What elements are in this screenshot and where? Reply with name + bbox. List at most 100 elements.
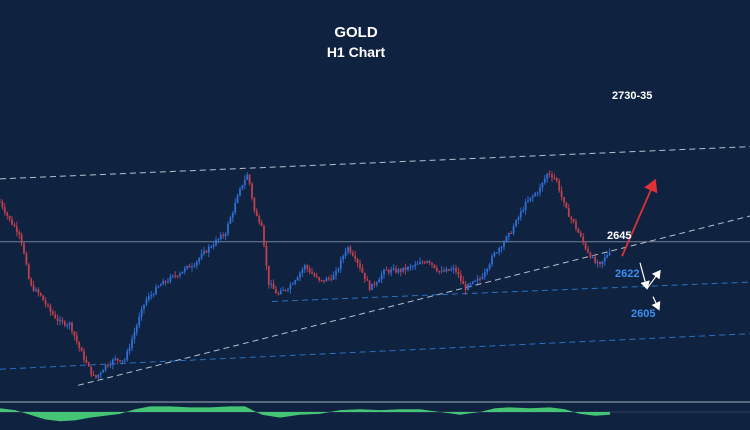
candle-body — [390, 269, 393, 273]
level-label-2605: 2605 — [631, 308, 656, 320]
candle-body — [63, 321, 66, 326]
candle-body — [212, 245, 215, 247]
candle-body — [455, 268, 457, 272]
level-label-2622: 2622 — [615, 268, 640, 280]
candle-body — [505, 236, 508, 243]
candle-body — [452, 268, 455, 270]
candle-body — [397, 269, 400, 273]
chart-subtitle: H1 Chart — [326, 44, 386, 60]
candle-body — [541, 182, 544, 188]
candle-body — [606, 255, 609, 258]
candle-body — [253, 197, 256, 211]
candle-body — [551, 174, 553, 178]
candle-body — [215, 240, 217, 246]
candle-body — [399, 269, 402, 272]
oscillator-area — [0, 406, 610, 422]
candle-body — [366, 279, 369, 281]
candle-body — [481, 276, 484, 280]
candle-body — [92, 374, 95, 376]
candle-body — [27, 264, 30, 279]
candle-body — [599, 262, 601, 264]
candle-body — [119, 360, 121, 362]
candle-body — [236, 195, 239, 203]
candle-body — [30, 278, 33, 286]
candle-body — [42, 295, 45, 301]
candle-body — [510, 232, 513, 234]
candle-body — [519, 211, 522, 218]
candle-body — [416, 263, 419, 265]
candle-body — [395, 268, 397, 273]
candle-body — [159, 284, 162, 287]
candle-body — [13, 224, 16, 227]
candle-body — [80, 347, 83, 352]
candle-body — [378, 279, 381, 283]
candle-body — [6, 212, 9, 216]
trend-line-1 — [77, 215, 750, 386]
candle-body — [47, 304, 49, 306]
candle-body — [608, 252, 611, 256]
candle-body — [126, 351, 129, 360]
candle-body — [59, 320, 61, 322]
candle-body — [392, 268, 395, 270]
candle-body — [301, 269, 304, 273]
candle-body — [140, 308, 143, 317]
projection-arrow-2 — [646, 269, 661, 289]
candle-body — [169, 276, 172, 282]
candle-body — [380, 274, 383, 280]
candle-body — [474, 280, 477, 282]
candle-body — [591, 256, 594, 258]
candle-body — [164, 281, 167, 283]
candle-body — [318, 277, 321, 281]
candle-body — [78, 341, 81, 348]
candle-body — [267, 265, 270, 285]
candle-body — [23, 243, 25, 254]
candle-body — [335, 270, 337, 276]
projection-arrow-1 — [639, 262, 650, 290]
candle-body — [54, 314, 57, 319]
candle-body — [512, 226, 515, 234]
candle-body — [147, 296, 150, 300]
candle-body — [522, 210, 525, 212]
candle-body — [71, 322, 73, 332]
candle-body — [90, 366, 93, 375]
candle-body — [539, 187, 541, 193]
candle-body — [234, 202, 237, 213]
candle-body — [272, 283, 275, 289]
candle-body — [150, 295, 153, 297]
candle-body — [339, 259, 342, 269]
candle-body — [246, 174, 249, 180]
candle-body — [421, 262, 424, 264]
candle-body — [299, 272, 301, 278]
candle-body — [174, 275, 177, 277]
candle-body — [181, 271, 184, 274]
candle-body — [195, 261, 198, 266]
candle-body — [289, 284, 292, 290]
candle-body — [450, 269, 453, 271]
candle-body — [135, 325, 138, 333]
candle-body — [423, 262, 426, 264]
candle-body — [469, 283, 472, 285]
candle-body — [294, 280, 297, 284]
candle-body — [385, 269, 388, 271]
candle-body — [596, 262, 599, 264]
candle-body — [95, 375, 97, 378]
candle-body — [584, 242, 587, 249]
candle-body — [464, 284, 467, 291]
candle-body — [515, 220, 517, 227]
candle-body — [368, 280, 371, 291]
candle-body — [565, 202, 568, 209]
projection-arrow-0 — [621, 178, 658, 257]
candle-body — [224, 233, 227, 237]
candle-body — [536, 192, 539, 194]
candle-body — [344, 251, 347, 257]
candle-body — [248, 174, 251, 184]
candle-body — [231, 212, 234, 218]
candle-body — [191, 266, 193, 268]
candle-body — [498, 248, 501, 253]
candle-body — [3, 207, 6, 213]
candle-body — [572, 219, 575, 222]
candle-body — [407, 266, 409, 270]
candle-body — [109, 364, 112, 366]
candle-body — [20, 234, 23, 244]
